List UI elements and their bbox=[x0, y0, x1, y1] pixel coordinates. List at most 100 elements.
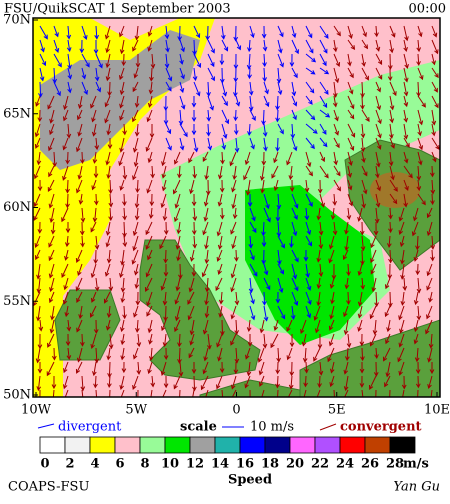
wind-arrow bbox=[106, 305, 112, 319]
wind-arrow bbox=[316, 207, 322, 221]
wind-arrow bbox=[291, 291, 299, 306]
wind-arrow bbox=[219, 361, 225, 374]
wind-arrow bbox=[131, 249, 139, 265]
colorbar-swatch bbox=[164, 436, 191, 454]
wind-arrow bbox=[145, 235, 153, 250]
wind-arrow bbox=[132, 375, 139, 390]
wind-arrow bbox=[90, 221, 97, 233]
wind-arrow bbox=[36, 375, 42, 392]
wind-arrow bbox=[119, 179, 125, 191]
wind-arrow bbox=[33, 165, 41, 180]
wind-arrow bbox=[163, 263, 169, 277]
wind-arrow bbox=[145, 263, 153, 278]
wind-arrow bbox=[375, 151, 381, 168]
wind-arrow bbox=[261, 249, 267, 265]
wind-arrow bbox=[389, 109, 395, 124]
colorbar-swatch bbox=[39, 436, 66, 454]
wind-arrow bbox=[204, 305, 210, 319]
wind-arrow bbox=[119, 137, 125, 153]
wind-arrow bbox=[305, 137, 315, 150]
wind-arrow bbox=[193, 81, 201, 97]
title: FSU/QuikSCAT 1 September 2003 bbox=[4, 2, 231, 17]
wind-arrow bbox=[427, 375, 433, 389]
wind-arrow bbox=[220, 151, 225, 165]
wind-arrow bbox=[108, 277, 114, 292]
wind-arrow bbox=[370, 263, 377, 275]
wind-arrow bbox=[384, 305, 391, 318]
wind-arrow bbox=[291, 81, 297, 97]
wind-arrow bbox=[202, 319, 209, 335]
wind-arrow bbox=[207, 333, 212, 350]
wind-arrow bbox=[316, 249, 322, 263]
wind-arrow bbox=[426, 305, 433, 320]
wind-arrow bbox=[244, 375, 251, 389]
wind-arrow bbox=[80, 375, 86, 392]
wind-arrow bbox=[118, 25, 125, 38]
wind-arrow bbox=[189, 249, 195, 262]
wind-arrow bbox=[33, 193, 41, 208]
wind-arrow bbox=[108, 333, 114, 350]
wind-arrow bbox=[375, 193, 381, 208]
wind-arrow bbox=[175, 277, 181, 292]
wind-arrow bbox=[317, 179, 323, 194]
wind-arrow bbox=[347, 165, 353, 178]
wind-arrow bbox=[162, 333, 168, 348]
wind-arrow bbox=[94, 67, 100, 82]
wind-arrow bbox=[53, 81, 61, 97]
wind-arrow bbox=[403, 179, 409, 191]
wind-arrow bbox=[357, 305, 363, 319]
wind-arrow bbox=[203, 193, 209, 207]
wind-arrow bbox=[263, 193, 270, 210]
wind-arrow bbox=[361, 389, 364, 397]
wind-arrow bbox=[258, 375, 265, 387]
wind-arrow bbox=[37, 221, 43, 234]
wind-arrow bbox=[192, 375, 197, 392]
wind-arrow bbox=[178, 109, 184, 126]
wind-arrow bbox=[288, 165, 294, 181]
wind-arrow bbox=[161, 179, 167, 192]
wind-arrow bbox=[426, 221, 433, 237]
wind-arrow bbox=[403, 39, 408, 52]
wind-arrow bbox=[403, 67, 409, 83]
wind-arrow bbox=[286, 347, 293, 361]
wind-arrow bbox=[147, 361, 153, 375]
wind-arrow bbox=[333, 109, 339, 122]
wind-arrow bbox=[248, 235, 254, 249]
wind-arrow bbox=[277, 305, 286, 320]
wind-arrow bbox=[173, 151, 181, 165]
wind-arrow bbox=[289, 361, 295, 377]
wind-arrow bbox=[361, 151, 366, 164]
lon-tick-label: 0 bbox=[232, 403, 240, 418]
wind-arrow bbox=[291, 277, 299, 292]
wind-arrow bbox=[48, 291, 55, 304]
wind-arrow bbox=[94, 277, 100, 292]
wind-arrow bbox=[291, 249, 299, 263]
wind-arrow bbox=[90, 263, 97, 279]
wind-arrow bbox=[81, 53, 90, 68]
wind-arrow bbox=[305, 81, 315, 94]
wind-arrow bbox=[145, 221, 153, 236]
wind-arrow bbox=[330, 291, 335, 305]
wind-arrow bbox=[305, 39, 314, 54]
wind-arrow bbox=[106, 165, 112, 180]
wind-arrow bbox=[245, 347, 251, 360]
wind-arrow bbox=[417, 67, 424, 81]
wind-arrow bbox=[177, 25, 183, 42]
wind-arrow bbox=[132, 221, 139, 237]
wind-arrow bbox=[37, 179, 43, 192]
wind-arrow bbox=[93, 165, 99, 179]
wind-arrow bbox=[416, 39, 422, 53]
wind-arrow bbox=[417, 109, 424, 126]
wind-arrow bbox=[262, 53, 267, 68]
wind-arrow bbox=[291, 263, 298, 280]
wind-arrow bbox=[431, 39, 439, 55]
wind-arrow bbox=[347, 179, 353, 191]
wind-arrow bbox=[108, 207, 113, 222]
wind-arrow bbox=[119, 95, 125, 109]
wind-arrow bbox=[220, 25, 226, 40]
wind-arrow bbox=[94, 25, 99, 40]
wind-arrow bbox=[233, 109, 238, 122]
wind-arrow bbox=[105, 235, 111, 248]
wind-arrow bbox=[431, 123, 436, 137]
wind-arrow bbox=[39, 389, 41, 397]
